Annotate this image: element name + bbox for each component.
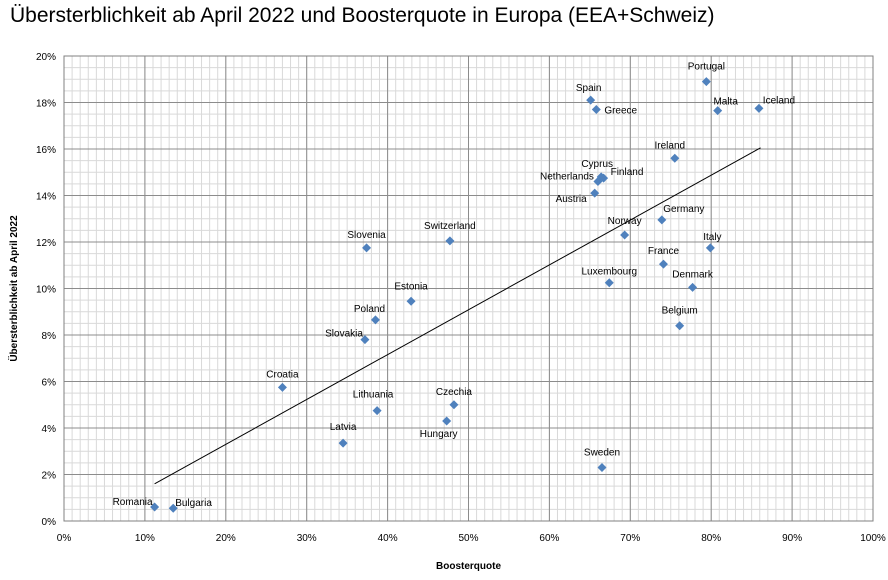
data-point xyxy=(754,103,764,113)
data-point xyxy=(360,335,370,345)
data-point xyxy=(586,95,596,105)
data-point xyxy=(277,382,287,392)
y-tick-label: 2% xyxy=(42,471,57,482)
data-point xyxy=(445,236,455,246)
chart-title: Übersterblichkeit ab April 2022 und Boos… xyxy=(10,4,715,27)
x-axis-title: Boosterquote xyxy=(436,561,501,572)
data-label: Denmark xyxy=(672,269,714,280)
data-label: Iceland xyxy=(763,95,795,106)
data-point xyxy=(597,463,607,473)
y-tick-label: 12% xyxy=(36,238,56,249)
data-label: Poland xyxy=(354,304,385,315)
x-tick-label: 30% xyxy=(297,533,317,544)
data-point xyxy=(370,315,380,325)
data-label: Norway xyxy=(608,216,642,227)
data-label: Slovakia xyxy=(325,329,363,340)
x-tick-label: 50% xyxy=(458,533,478,544)
data-label: Austria xyxy=(556,194,588,205)
data-label: Ireland xyxy=(655,140,686,151)
data-point xyxy=(168,503,178,513)
data-label: Greece xyxy=(604,105,637,116)
y-tick-label: 14% xyxy=(36,192,56,203)
data-label: Italy xyxy=(703,232,721,243)
y-tick-label: 20% xyxy=(36,52,56,63)
data-label: Portugal xyxy=(688,62,725,73)
data-point xyxy=(705,243,715,253)
data-point xyxy=(591,104,601,114)
data-points xyxy=(150,77,764,513)
data-point xyxy=(372,406,382,416)
plot-area-border xyxy=(63,55,874,522)
data-point xyxy=(701,77,711,87)
x-tick-label: 10% xyxy=(135,533,155,544)
data-label: Latvia xyxy=(330,422,357,433)
trendline xyxy=(154,147,761,485)
y-axis-tick-labels: 0% 2% 4% 6% 8% 10% 12% 14% 16% 18% 20% xyxy=(36,52,56,528)
data-point xyxy=(620,230,630,240)
x-tick-label: 80% xyxy=(701,533,721,544)
y-tick-label: 0% xyxy=(42,517,57,528)
data-point xyxy=(599,173,609,183)
data-label: Slovenia xyxy=(347,230,386,241)
data-point xyxy=(658,259,668,269)
x-axis-tick-labels: 0% 10% 20% 30% 40% 50% 60% 70% 80% 90% 100% xyxy=(57,533,886,544)
data-label: Spain xyxy=(576,83,602,94)
y-tick-label: 4% xyxy=(42,424,57,435)
data-label: Cyprus xyxy=(581,159,613,170)
x-tick-label: 90% xyxy=(782,533,802,544)
data-label: Estonia xyxy=(394,281,428,292)
data-point xyxy=(604,278,614,288)
data-point xyxy=(675,321,685,331)
data-label: Malta xyxy=(713,97,738,108)
data-label: Hungary xyxy=(420,429,458,440)
data-label: Netherlands xyxy=(540,172,594,183)
data-point xyxy=(338,438,348,448)
y-tick-label: 16% xyxy=(36,145,56,156)
data-point xyxy=(593,177,603,187)
data-label: Sweden xyxy=(584,448,620,459)
data-point xyxy=(442,416,452,426)
x-tick-label: 40% xyxy=(378,533,398,544)
data-point xyxy=(590,188,600,198)
x-tick-label: 70% xyxy=(620,533,640,544)
data-label: Bulgaria xyxy=(175,498,212,509)
data-point xyxy=(670,153,680,163)
y-tick-label: 6% xyxy=(42,378,57,389)
y-tick-label: 18% xyxy=(36,99,56,110)
data-label: Switzerland xyxy=(424,221,476,232)
data-label: Croatia xyxy=(266,369,299,380)
data-point xyxy=(657,215,667,225)
data-point xyxy=(406,296,416,306)
data-point xyxy=(449,400,459,410)
data-label: Germany xyxy=(663,204,704,215)
data-label: Belgium xyxy=(662,306,698,317)
x-tick-label: 100% xyxy=(860,533,886,544)
y-tick-label: 10% xyxy=(36,285,56,296)
data-label: Finland xyxy=(611,167,644,178)
x-tick-label: 0% xyxy=(57,533,72,544)
x-tick-label: 60% xyxy=(539,533,559,544)
data-label: Romania xyxy=(113,497,153,508)
y-tick-label: 8% xyxy=(42,331,57,342)
data-label: Luxembourg xyxy=(581,267,637,278)
data-point xyxy=(688,282,698,292)
data-point xyxy=(362,243,372,253)
data-label: Czechia xyxy=(436,387,473,398)
data-label: France xyxy=(648,246,680,257)
x-tick-label: 20% xyxy=(216,533,236,544)
data-point xyxy=(713,106,723,116)
data-point xyxy=(150,502,160,512)
y-axis-title: Übersterblichkeit ab April 2022 xyxy=(7,215,20,362)
major-gridlines xyxy=(64,56,873,521)
data-label: Lithuania xyxy=(353,390,394,401)
